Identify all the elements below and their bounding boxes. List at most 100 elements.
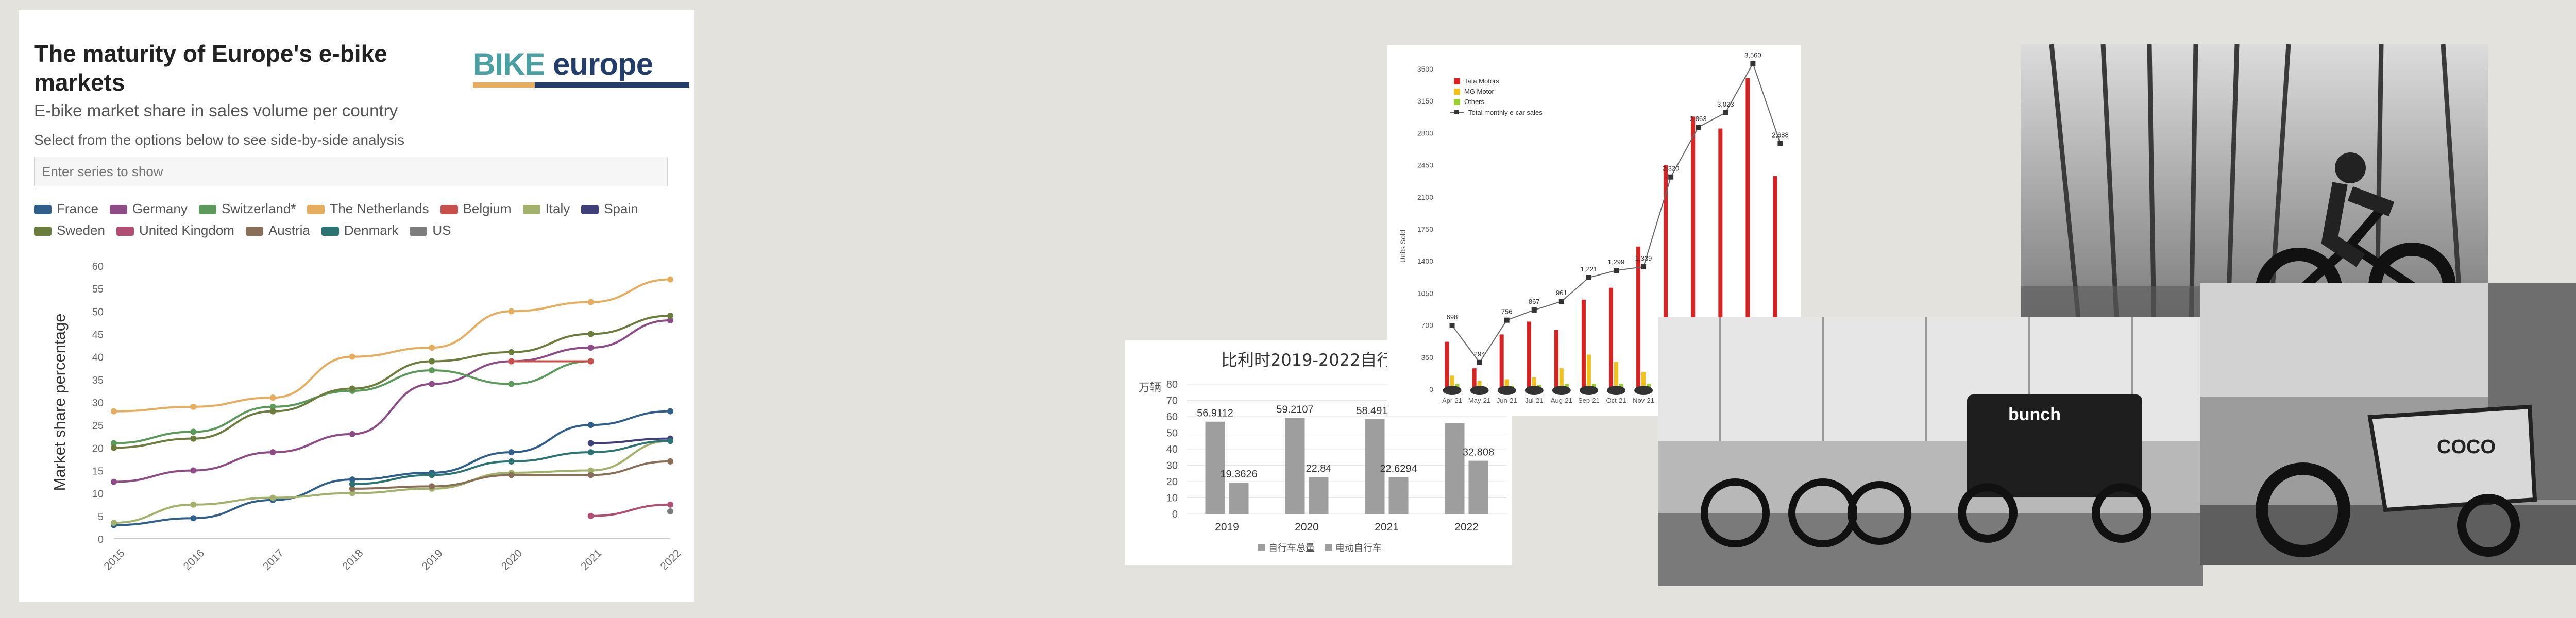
x-tick-label: Oct-21 bbox=[1606, 397, 1626, 404]
data-point bbox=[587, 422, 594, 428]
data-point bbox=[508, 358, 515, 365]
legend-label: Sweden bbox=[57, 222, 105, 238]
legend-item[interactable]: France bbox=[34, 201, 98, 216]
data-point bbox=[269, 449, 276, 456]
bicycle-chart-title: 比利时2019-2022自行车( bbox=[1221, 350, 1416, 370]
data-point bbox=[111, 444, 117, 451]
bar bbox=[1450, 375, 1454, 389]
y-tick-label: 40 bbox=[1166, 444, 1178, 455]
y-tick-label: 30 bbox=[92, 398, 104, 409]
y-tick-label: 0 bbox=[1429, 385, 1433, 393]
legend-item[interactable]: Denmark bbox=[321, 222, 398, 238]
legend-swatch bbox=[34, 227, 52, 236]
x-tick-label: 2020 bbox=[499, 547, 524, 572]
series-line bbox=[590, 437, 671, 444]
legend-item[interactable]: Spain bbox=[581, 201, 638, 216]
data-point bbox=[508, 308, 515, 315]
legend-item[interactable]: US bbox=[410, 222, 451, 238]
y-tick-label: 2450 bbox=[1417, 161, 1433, 169]
bar bbox=[1691, 116, 1696, 389]
data-point bbox=[349, 385, 355, 392]
y-axis-label: Units Sold bbox=[1399, 230, 1407, 263]
legend-item[interactable]: United Kingdom bbox=[116, 222, 234, 238]
total-sales-point bbox=[1449, 322, 1455, 328]
data-point bbox=[190, 428, 197, 435]
x-tick-label: 2019 bbox=[1215, 521, 1239, 533]
data-point bbox=[429, 345, 435, 351]
bar bbox=[1641, 372, 1646, 389]
legend-swatch bbox=[1454, 78, 1460, 84]
cargo-ebike-coco-photo-icon: COCO bbox=[2200, 283, 2576, 565]
legend-label: Spain bbox=[604, 201, 638, 216]
data-label: 294 bbox=[1474, 350, 1485, 358]
data-point bbox=[111, 440, 117, 447]
data-label: 1,299 bbox=[1608, 258, 1625, 266]
legend-swatch bbox=[1454, 89, 1460, 95]
data-label: 756 bbox=[1501, 308, 1513, 316]
legend-item[interactable]: Switzerland* bbox=[198, 201, 296, 216]
legend-label: 自行车总量 bbox=[1268, 543, 1315, 554]
legend-label: The Netherlands bbox=[330, 201, 429, 216]
bar bbox=[1285, 418, 1305, 514]
legend-item[interactable]: Italy bbox=[522, 201, 570, 216]
bar bbox=[1614, 362, 1618, 389]
bar bbox=[1472, 368, 1477, 389]
total-sales-point bbox=[1696, 125, 1701, 130]
data-point bbox=[349, 481, 355, 487]
data-label: 22.6294 bbox=[1380, 464, 1417, 475]
y-tick-label: 60 bbox=[92, 261, 104, 272]
legend-item[interactable]: Belgium bbox=[440, 201, 512, 216]
y-tick-label: 55 bbox=[92, 284, 104, 295]
data-label: 58.4913 bbox=[1356, 405, 1393, 417]
chart-title: The maturity of Europe's e-bike markets bbox=[34, 40, 387, 96]
data-point bbox=[667, 317, 673, 323]
data-point bbox=[349, 353, 355, 360]
logo-europe-text: europe bbox=[553, 47, 653, 81]
data-point bbox=[667, 313, 673, 319]
bar bbox=[1365, 419, 1385, 514]
y-tick-label: 10 bbox=[1166, 493, 1178, 504]
legend-swatch bbox=[581, 205, 599, 214]
legend-swatch bbox=[307, 205, 325, 214]
series-line bbox=[590, 503, 671, 517]
bar bbox=[1773, 176, 1777, 389]
legend-label: France bbox=[57, 201, 98, 216]
data-point bbox=[349, 431, 355, 437]
legend-swatch bbox=[198, 205, 216, 214]
legend-item[interactable]: The Netherlands bbox=[307, 201, 429, 216]
total-sales-point bbox=[1750, 61, 1756, 66]
x-tick-label: 2018 bbox=[340, 547, 365, 572]
x-tick-label: 2019 bbox=[420, 547, 445, 572]
legend-label: Total monthly e-car sales bbox=[1468, 109, 1543, 116]
category-marker bbox=[1607, 386, 1625, 395]
y-tick-label: 1750 bbox=[1417, 225, 1433, 233]
coco-brand-text: COCO bbox=[2437, 436, 2496, 458]
data-point bbox=[587, 358, 594, 365]
category-marker bbox=[1470, 386, 1489, 395]
legend-item[interactable]: Austria bbox=[245, 222, 310, 238]
x-tick-label: 2020 bbox=[1295, 521, 1319, 533]
data-point bbox=[587, 449, 594, 456]
legend-label: Tata Motors bbox=[1464, 77, 1499, 85]
bar bbox=[1532, 377, 1536, 389]
bar bbox=[1527, 321, 1531, 389]
y-tick-label: 15 bbox=[92, 466, 104, 477]
data-point bbox=[508, 449, 515, 456]
data-point bbox=[349, 490, 355, 496]
series-search-input[interactable] bbox=[34, 157, 668, 186]
y-tick-label: 25 bbox=[92, 420, 104, 432]
total-sales-point bbox=[1614, 268, 1619, 273]
data-label: 59.2107 bbox=[1276, 404, 1313, 415]
legend-swatch bbox=[522, 205, 540, 214]
legend-item[interactable]: Germany bbox=[109, 201, 188, 216]
legend-label: Italy bbox=[545, 201, 570, 216]
cargo-ebikes-bunch-photo-icon: bunch bbox=[1658, 317, 2203, 586]
x-tick-label: 2021 bbox=[579, 547, 604, 572]
legend-item[interactable]: Sweden bbox=[34, 222, 105, 238]
bar bbox=[1586, 354, 1591, 389]
y-tick-label: 20 bbox=[1166, 476, 1178, 488]
data-point bbox=[587, 467, 594, 474]
category-marker bbox=[1443, 386, 1462, 395]
total-sales-point bbox=[1641, 264, 1647, 270]
y-tick-label: 50 bbox=[92, 306, 104, 318]
